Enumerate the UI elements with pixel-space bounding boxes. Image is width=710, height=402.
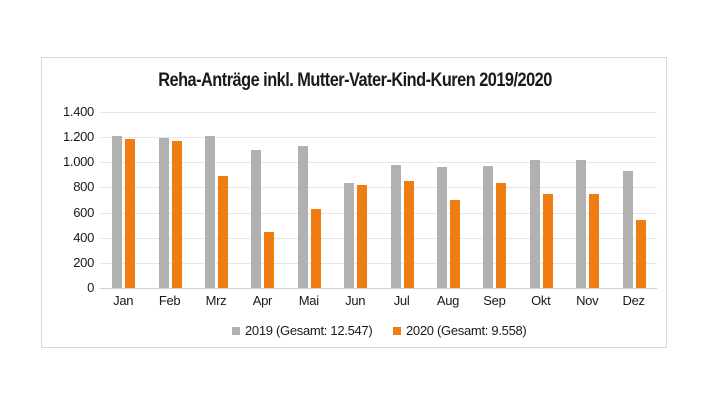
x-tick-label: Sep [483,293,506,308]
y-tick-label: 1.200 [62,129,94,145]
bar-2019-jun [344,183,355,288]
bar-2020-dez [635,220,646,288]
legend-swatch-2020 [393,326,401,335]
bar-2020-mrz [218,175,228,288]
gridline [100,212,657,214]
gridline [100,137,657,139]
bar-2020-feb [171,141,182,288]
x-tick-label: Feb [158,293,181,308]
bar-2020-nov [589,194,600,288]
bar-2019-aug [437,167,447,288]
legend-label-2020: 2020 (Gesamt: 9.558) [406,323,527,338]
legend-swatch-2019 [232,326,240,335]
bar-2020-jul [403,180,414,288]
x-tick-label: Okt [531,293,551,308]
bar-2019-sep [483,166,494,288]
x-tick-label: Jun [345,293,366,308]
bar-2020-mai [310,209,321,288]
x-tick-label: Jul [393,293,410,308]
bar-2019-mrz [205,135,215,288]
x-tick-label: Aug [436,293,460,308]
y-tick-label: 400 [73,229,94,245]
legend-item-2019: 2019 (Gesamt: 12.547) [232,323,373,338]
legend-item-2020: 2020 (Gesamt: 9.558) [393,323,527,338]
x-tick-label: Dez [622,293,645,308]
gridline [100,112,657,113]
gridline [100,187,657,189]
bar-2020-aug [450,200,460,288]
bar-2019-jan [112,136,123,288]
bar-2019-mai [297,146,308,288]
bar-2020-okt [542,193,553,288]
bar-2019-jul [390,164,401,288]
gridline [100,262,657,264]
y-tick-label: 800 [73,179,94,195]
x-tick-label: Mrz [205,293,227,308]
bar-2020-apr [264,231,275,288]
x-tick-label: Nov [576,293,599,308]
x-tick-label: Apr [252,293,273,308]
x-tick-label: Mai [298,293,319,308]
y-tick-label: 1.400 [62,104,94,119]
y-tick-label: 0 [87,280,94,295]
y-tick-label: 600 [73,204,94,220]
bar-2019-feb [158,138,169,288]
y-tick-label: 1.000 [62,154,94,170]
bar-2020-jun [357,184,368,288]
chart-title: Reha-Anträge inkl. Mutter-Vater-Kind-Kur… [158,70,552,91]
bar-2020-sep [496,183,507,288]
bar-2019-apr [251,149,262,288]
y-tick-label: 200 [73,254,94,270]
bar-2020-jan [125,139,136,288]
gridline [100,237,657,239]
gridline [100,162,657,164]
bar-2019-nov [576,159,587,288]
x-axis [100,288,657,289]
bar-2019-okt [529,160,540,288]
x-tick-label: Jan [113,293,134,308]
legend-label-2019: 2019 (Gesamt: 12.547) [245,323,373,338]
bar-2019-dez [622,170,633,288]
